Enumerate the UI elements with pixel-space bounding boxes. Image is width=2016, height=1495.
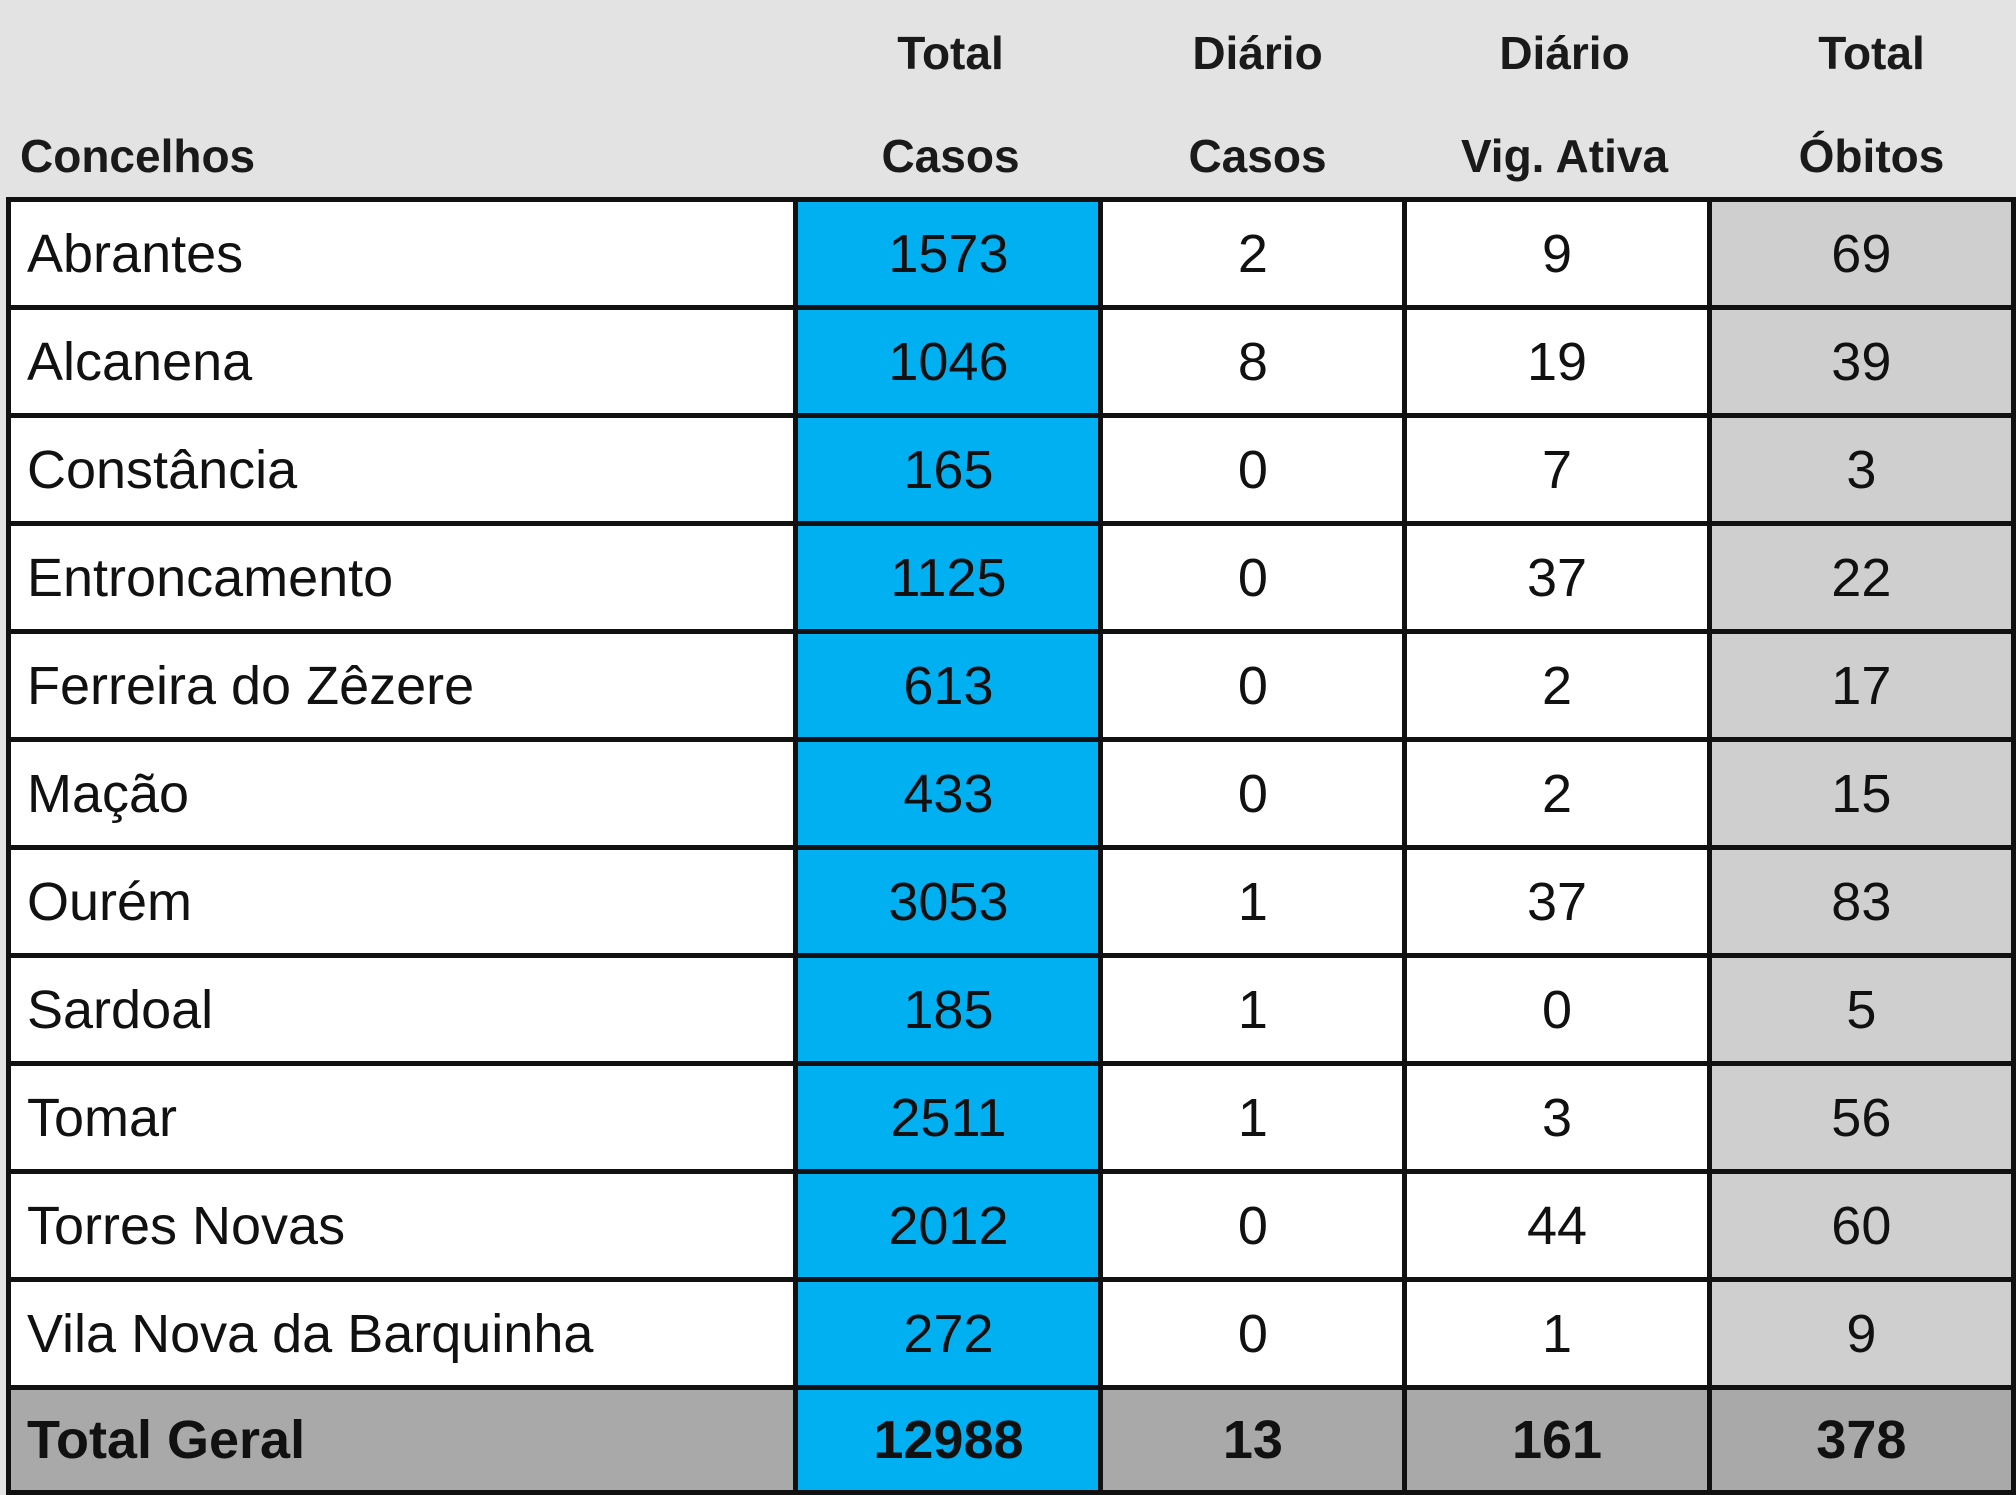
cell-vig-ativa: 19 bbox=[1402, 305, 1712, 418]
cell-vig-ativa: 1 bbox=[1402, 1277, 1712, 1390]
cell-diario-casos: 0 bbox=[1098, 1169, 1408, 1282]
header-diario-casos: Diário Casos bbox=[1104, 0, 1411, 200]
cell-vig-ativa: 0 bbox=[1402, 953, 1712, 1066]
concelhos-table: Abrantes 1573 2 9 69 Alcanena 1046 8 19 39 Constân… bbox=[5, 197, 2016, 1495]
cell-concelho: Alcanena bbox=[5, 305, 799, 418]
cell-diario-casos: 13 bbox=[1098, 1385, 1408, 1495]
header-total-obitos-line1: Total bbox=[1818, 27, 1925, 79]
table-row: Torres Novas 2012 0 44 60 bbox=[5, 1169, 2016, 1282]
cell-concelho: Total Geral bbox=[5, 1385, 799, 1495]
cell-vig-ativa: 44 bbox=[1402, 1169, 1712, 1282]
cell-total-obitos: 15 bbox=[1706, 737, 2016, 850]
cell-concelho: Torres Novas bbox=[5, 1169, 799, 1282]
cell-total-obitos: 56 bbox=[1706, 1061, 2016, 1174]
table-row: Ferreira do Zêzere 613 0 2 17 bbox=[5, 629, 2016, 742]
cell-total-casos: 12988 bbox=[793, 1385, 1104, 1495]
cell-concelho: Abrantes bbox=[5, 197, 799, 310]
cell-concelho: Entroncamento bbox=[5, 521, 799, 634]
header-diario-casos-line2: Casos bbox=[1188, 130, 1327, 182]
header-diario-vig-line2: Vig. Ativa bbox=[1460, 130, 1669, 182]
cell-total-casos: 272 bbox=[793, 1277, 1104, 1390]
header-total-casos-line2: Casos bbox=[881, 130, 1020, 182]
header-concelhos-label: Concelhos bbox=[20, 130, 256, 182]
cell-vig-ativa: 7 bbox=[1402, 413, 1712, 526]
cell-diario-casos: 0 bbox=[1098, 521, 1408, 634]
cell-total-obitos: 39 bbox=[1706, 305, 2016, 418]
cell-diario-casos: 0 bbox=[1098, 1277, 1408, 1390]
cell-concelho: Tomar bbox=[5, 1061, 799, 1174]
header-diario-casos-line1: Diário bbox=[1192, 27, 1323, 79]
table-row: Abrantes 1573 2 9 69 bbox=[5, 197, 2016, 310]
table-row: Sardoal 185 1 0 5 bbox=[5, 953, 2016, 1066]
header-diario-vig: Diário Vig. Ativa bbox=[1411, 0, 1718, 200]
cell-diario-casos: 1 bbox=[1098, 845, 1408, 958]
table-row: Entroncamento 1125 0 37 22 bbox=[5, 521, 2016, 634]
cell-total-obitos: 60 bbox=[1706, 1169, 2016, 1282]
cell-concelho: Ourém bbox=[5, 845, 799, 958]
cell-diario-casos: 0 bbox=[1098, 737, 1408, 850]
header-concelhos: Concelhos bbox=[0, 0, 800, 200]
cell-total-casos: 165 bbox=[793, 413, 1104, 526]
cell-diario-casos: 2 bbox=[1098, 197, 1408, 310]
cell-total-obitos: 69 bbox=[1706, 197, 2016, 310]
cell-vig-ativa: 161 bbox=[1402, 1385, 1712, 1495]
cell-total-obitos: 17 bbox=[1706, 629, 2016, 742]
cell-concelho: Constância bbox=[5, 413, 799, 526]
cell-vig-ativa: 2 bbox=[1402, 737, 1712, 850]
cell-vig-ativa: 37 bbox=[1402, 845, 1712, 958]
cell-total-obitos: 22 bbox=[1706, 521, 2016, 634]
table-row: Alcanena 1046 8 19 39 bbox=[5, 305, 2016, 418]
cell-total-casos: 2012 bbox=[793, 1169, 1104, 1282]
table-row: Constância 165 0 7 3 bbox=[5, 413, 2016, 526]
cell-total-casos: 1573 bbox=[793, 197, 1104, 310]
cell-diario-casos: 0 bbox=[1098, 629, 1408, 742]
cell-total-obitos: 83 bbox=[1706, 845, 2016, 958]
cell-diario-casos: 0 bbox=[1098, 413, 1408, 526]
cell-diario-casos: 8 bbox=[1098, 305, 1408, 418]
table-row: Mação 433 0 2 15 bbox=[5, 737, 2016, 850]
cell-concelho: Vila Nova da Barquinha bbox=[5, 1277, 799, 1390]
cell-total-casos: 1046 bbox=[793, 305, 1104, 418]
cell-total-obitos: 3 bbox=[1706, 413, 2016, 526]
table-row: Tomar 2511 1 3 56 bbox=[5, 1061, 2016, 1174]
cell-vig-ativa: 37 bbox=[1402, 521, 1712, 634]
table-row: Vila Nova da Barquinha 272 0 1 9 bbox=[5, 1277, 2016, 1390]
cell-total-casos: 2511 bbox=[793, 1061, 1104, 1174]
cell-total-casos: 613 bbox=[793, 629, 1104, 742]
table-body: Abrantes 1573 2 9 69 Alcanena 1046 8 19 39 Constân… bbox=[5, 197, 2016, 1495]
cell-vig-ativa: 3 bbox=[1402, 1061, 1712, 1174]
cell-total-casos: 3053 bbox=[793, 845, 1104, 958]
cell-total-casos: 185 bbox=[793, 953, 1104, 1066]
cell-concelho: Ferreira do Zêzere bbox=[5, 629, 799, 742]
header-diario-vig-line1: Diário bbox=[1499, 27, 1630, 79]
header-total-obitos: Total Óbitos bbox=[1718, 0, 2016, 200]
cell-concelho: Sardoal bbox=[5, 953, 799, 1066]
cell-total-casos: 433 bbox=[793, 737, 1104, 850]
cell-total-obitos: 5 bbox=[1706, 953, 2016, 1066]
table-row: Ourém 3053 1 37 83 bbox=[5, 845, 2016, 958]
table-header: Concelhos Total Casos Diário Casos Diári… bbox=[0, 0, 2016, 200]
cell-total-casos: 1125 bbox=[793, 521, 1104, 634]
cell-diario-casos: 1 bbox=[1098, 953, 1408, 1066]
total-row: Total Geral 12988 13 161 378 bbox=[5, 1385, 2016, 1495]
cell-vig-ativa: 9 bbox=[1402, 197, 1712, 310]
cell-vig-ativa: 2 bbox=[1402, 629, 1712, 742]
cell-diario-casos: 1 bbox=[1098, 1061, 1408, 1174]
cell-total-obitos: 378 bbox=[1706, 1385, 2016, 1495]
cell-concelho: Mação bbox=[5, 737, 799, 850]
header-total-casos: Total Casos bbox=[797, 0, 1104, 200]
header-total-casos-line1: Total bbox=[897, 27, 1004, 79]
cell-total-obitos: 9 bbox=[1706, 1277, 2016, 1390]
header-total-obitos-line2: Óbitos bbox=[1798, 130, 1945, 182]
